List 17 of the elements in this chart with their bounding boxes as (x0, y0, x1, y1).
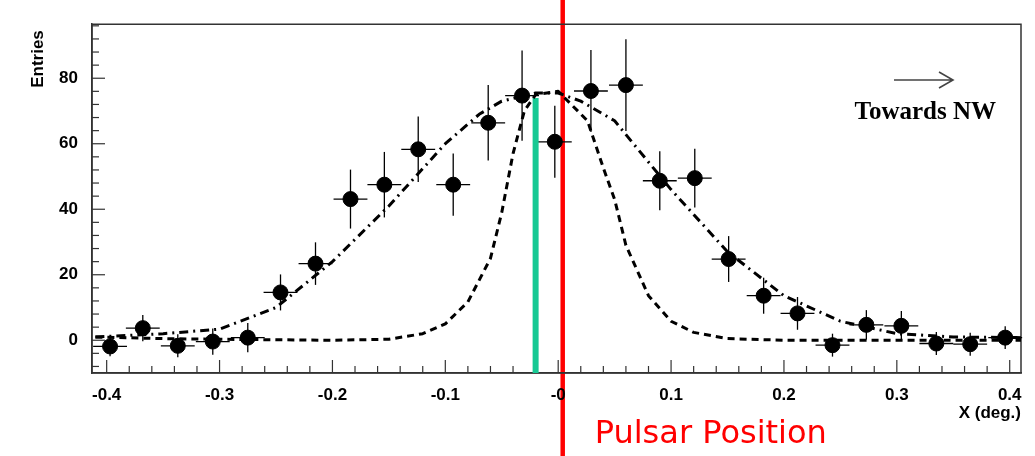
annotation: Towards NW (854, 96, 996, 124)
x-tick-label: -0.1 (430, 384, 460, 404)
x-tick-label: 0.2 (772, 384, 796, 404)
y-tick-label: 60 (59, 133, 78, 153)
x-tick-label: 0.4 (997, 384, 1023, 404)
x-tick-label: -0.2 (317, 384, 348, 404)
y-axis-title: Entries (27, 30, 47, 88)
x-axis-title: X (deg.) (958, 402, 1021, 422)
y-tick-label: 20 (59, 264, 78, 284)
x-tick-label: -0.3 (204, 384, 235, 404)
y-tick-label: 40 (59, 198, 78, 218)
y-tick-label: 0 (68, 329, 78, 349)
x-tick-label: 0.3 (885, 384, 909, 404)
y-tick-label: 80 (59, 67, 78, 87)
x-tick-label: 0.1 (659, 384, 683, 404)
ref-line-label: Pulsar Position (594, 413, 827, 452)
x-tick-label: -0.4 (92, 384, 122, 404)
